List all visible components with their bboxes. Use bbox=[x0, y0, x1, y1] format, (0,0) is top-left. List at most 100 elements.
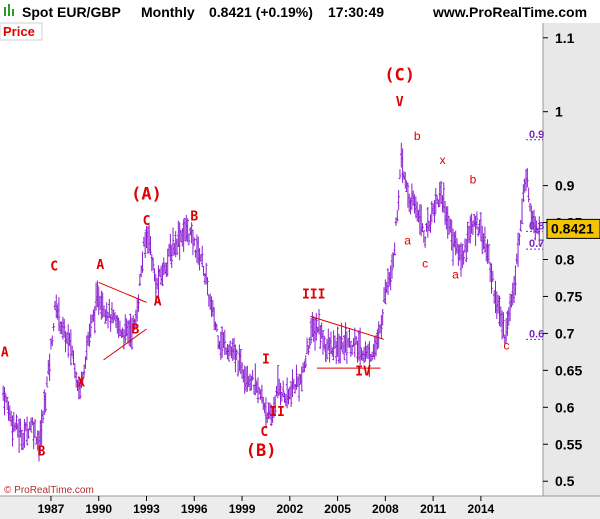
price-bar bbox=[93, 305, 97, 334]
wave-label: (A) bbox=[131, 185, 162, 205]
price-bar bbox=[362, 346, 366, 364]
wave-label: A bbox=[1, 345, 9, 360]
price-bar bbox=[349, 340, 353, 357]
last-price-box bbox=[546, 218, 600, 239]
price-bar bbox=[279, 382, 282, 406]
price-bar bbox=[502, 312, 505, 337]
price-bar bbox=[305, 337, 309, 354]
y-tick-label: 1.1 bbox=[555, 30, 575, 46]
copyright-label: © ProRealTime.com bbox=[4, 485, 94, 496]
price-bar bbox=[398, 169, 402, 180]
x-tick-label: 2005 bbox=[324, 502, 351, 516]
price-bar bbox=[381, 308, 385, 326]
last-price-text: 0.8421 bbox=[551, 220, 594, 236]
price-bar bbox=[251, 369, 254, 381]
trendline[interactable] bbox=[103, 328, 147, 361]
price-bar bbox=[342, 334, 346, 361]
wave-label: IV bbox=[355, 365, 371, 380]
price-panel-label: Price bbox=[3, 24, 35, 39]
trendline[interactable] bbox=[98, 281, 147, 303]
price-bar bbox=[520, 198, 524, 225]
price-bar bbox=[50, 335, 54, 347]
price-bar bbox=[41, 410, 45, 424]
price-bar bbox=[384, 279, 387, 305]
x-tick-label: 1996 bbox=[181, 502, 208, 516]
last-price-badge: 0.8421 bbox=[546, 218, 600, 239]
price-bar bbox=[192, 237, 196, 247]
price-bar bbox=[522, 184, 525, 203]
price-bar bbox=[397, 190, 400, 211]
wave-label: C bbox=[260, 425, 268, 440]
price-bar bbox=[227, 344, 231, 362]
price-bar bbox=[491, 270, 495, 283]
price-bar bbox=[449, 218, 452, 233]
price-bar bbox=[228, 340, 232, 356]
price-bar bbox=[324, 343, 327, 362]
price-bar bbox=[220, 326, 224, 358]
price-bar bbox=[235, 349, 239, 361]
price-bar bbox=[390, 254, 394, 279]
trendline[interactable] bbox=[310, 315, 384, 340]
x-tick-label: 2011 bbox=[420, 502, 446, 516]
price-bar bbox=[3, 387, 6, 416]
price-bar bbox=[100, 290, 103, 320]
price-bar bbox=[297, 373, 301, 402]
wave-label: C bbox=[143, 214, 151, 229]
price-panel-tab[interactable] bbox=[0, 22, 43, 41]
price-bar bbox=[309, 318, 313, 344]
price-bar bbox=[78, 380, 82, 400]
price-bar bbox=[240, 362, 244, 379]
price-bar bbox=[358, 327, 362, 366]
price-bar bbox=[439, 180, 443, 204]
site-label[interactable]: www.ProRealTime.com bbox=[432, 4, 587, 20]
price-bar bbox=[480, 225, 484, 255]
price-bar bbox=[336, 326, 339, 357]
price-bar bbox=[514, 265, 517, 296]
price-bar bbox=[88, 323, 91, 347]
price-bar bbox=[27, 428, 30, 439]
trendlines bbox=[98, 281, 384, 369]
price-bar bbox=[340, 322, 343, 350]
price-bar bbox=[45, 376, 49, 388]
wave-label: V bbox=[396, 95, 404, 110]
price-bar bbox=[20, 429, 24, 451]
price-bar bbox=[295, 364, 298, 390]
price-bar bbox=[526, 168, 529, 188]
price-bar bbox=[74, 371, 78, 388]
wave-label: B bbox=[190, 209, 198, 224]
price-bar bbox=[138, 273, 142, 287]
wave-label: II bbox=[269, 405, 285, 420]
price-bar bbox=[308, 337, 312, 349]
price-bar bbox=[435, 194, 439, 204]
wave-label: b bbox=[414, 129, 421, 143]
price-bar bbox=[206, 277, 209, 295]
price-bar bbox=[319, 325, 322, 349]
wave-label: A bbox=[154, 294, 162, 309]
price-bar bbox=[44, 392, 47, 413]
price-bar bbox=[527, 187, 530, 203]
x-tick-label: 1993 bbox=[133, 502, 160, 516]
fibonacci-levels: 0.9 0.8 0.7 0.6 bbox=[526, 129, 544, 340]
price-bar bbox=[423, 236, 427, 248]
price-bar bbox=[325, 338, 329, 360]
price-bar bbox=[149, 236, 152, 256]
price-bar bbox=[104, 309, 107, 324]
price-bar bbox=[370, 351, 374, 361]
price-bar bbox=[461, 244, 464, 269]
x-tick-label: 1990 bbox=[85, 502, 112, 516]
price-bar bbox=[490, 263, 493, 294]
x-tick-label: 2002 bbox=[276, 502, 303, 516]
price-bar bbox=[433, 199, 436, 223]
fib-level-label: 0.8 bbox=[529, 220, 544, 232]
fib-level-label: 0.6 bbox=[529, 328, 544, 340]
price-bar bbox=[498, 295, 501, 326]
header-background bbox=[0, 0, 600, 23]
period-label: Monthly bbox=[141, 4, 195, 20]
price-bar bbox=[476, 226, 480, 237]
price-bar bbox=[462, 250, 465, 265]
price-bar bbox=[317, 309, 321, 335]
price-bar bbox=[112, 309, 115, 324]
price-bar bbox=[323, 335, 326, 350]
price-bar bbox=[516, 232, 520, 268]
chart-type-icon bbox=[4, 4, 14, 16]
